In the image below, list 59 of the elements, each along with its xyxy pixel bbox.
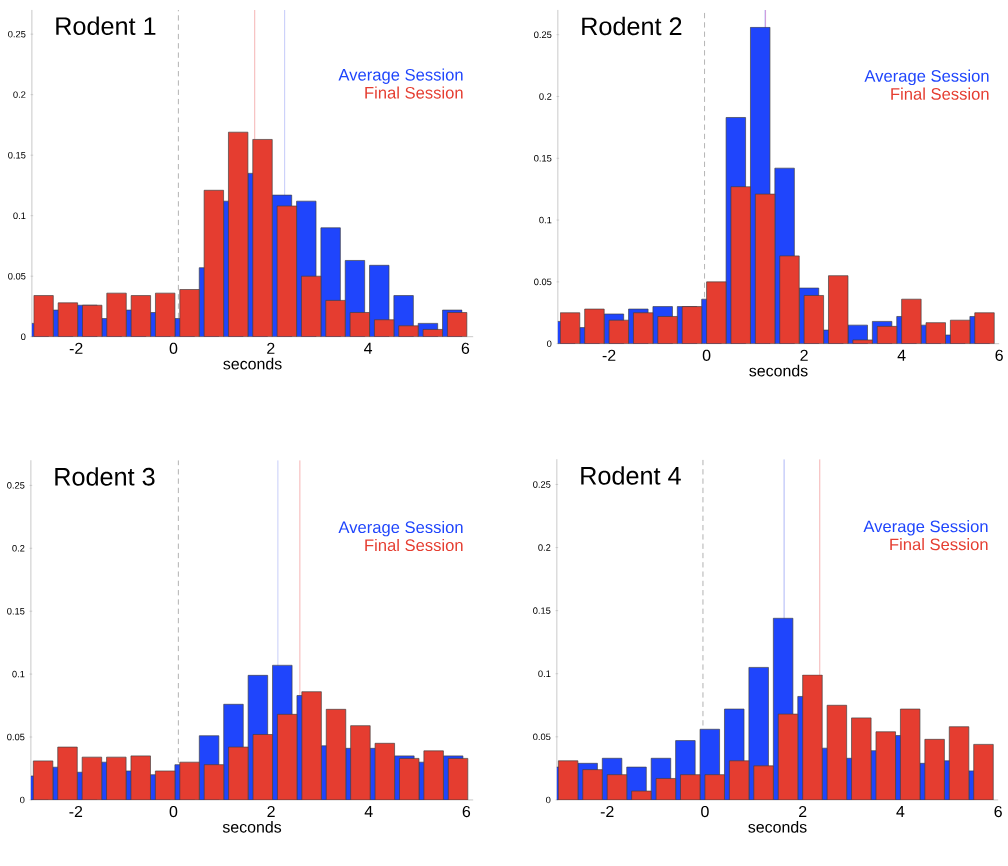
x-tick-label: 4: [364, 342, 373, 354]
x-tick-label: 2: [267, 806, 275, 818]
chart-title: Rodent 1: [56, 16, 156, 36]
x-tick-label: -2: [602, 349, 616, 361]
y-tick-label: 0.1: [539, 216, 552, 224]
chart-title: Rodent 3: [55, 467, 155, 486]
x-tick-label: 6: [461, 342, 470, 355]
y-tick-label: 0.25: [8, 31, 26, 38]
y-tick-label: 0: [546, 796, 551, 804]
text: Final Session: [890, 538, 988, 551]
y-tick-label: 0.2: [13, 91, 26, 99]
y-tick-label: 0.05: [534, 278, 552, 286]
y-tick-label: 0.1: [13, 212, 26, 220]
x-tick-label: 0: [169, 342, 178, 355]
chart-title: Rodent 2: [582, 16, 682, 36]
y-tick-label: 0.25: [533, 481, 551, 488]
x-tick-label: -2: [69, 342, 83, 355]
y-tick-label: 0: [21, 333, 26, 341]
x-tick-label: 6: [994, 806, 1002, 818]
x-tick-label: 6: [995, 349, 1003, 362]
x-tick-label: 4: [897, 349, 906, 361]
y-tick-label: 0: [20, 796, 25, 804]
y-tick-label: 0.2: [539, 93, 552, 100]
x-tick-label: 6: [462, 806, 471, 818]
chart-title: Rodent 4: [581, 466, 681, 485]
x-axis-title: seconds: [223, 357, 282, 370]
text: Average Session: [863, 520, 988, 536]
text: Final Session: [891, 87, 989, 100]
x-tick-label: 4: [364, 806, 373, 818]
y-tick-label: 0.2: [12, 545, 25, 552]
x-tick-label: 4: [896, 806, 905, 818]
y-tick-label: 0.25: [7, 482, 25, 489]
x-axis-title: seconds: [222, 821, 282, 833]
x-tick-label: 0: [701, 806, 709, 818]
y-tick-label: 0.15: [8, 152, 26, 159]
text: Average Session: [338, 521, 463, 537]
x-tick-label: 2: [799, 806, 807, 818]
y-tick-label: 0.1: [12, 670, 25, 678]
text: Final Session: [365, 539, 463, 552]
text: Average Session: [864, 69, 989, 86]
y-tick-label: 0.2: [538, 544, 551, 552]
text: Average Session: [338, 68, 463, 85]
y-tick-label: 0.25: [534, 31, 552, 39]
y-tick-label: 0.1: [538, 670, 551, 678]
x-tick-label: 0: [702, 349, 711, 362]
y-tick-label: 0.15: [534, 155, 552, 162]
x-tick-label: 0: [169, 806, 178, 818]
x-tick-label: 2: [267, 342, 275, 355]
y-tick-label: 0.15: [533, 607, 551, 615]
y-tick-label: 0.15: [7, 608, 25, 615]
text: Final Session: [365, 86, 463, 99]
y-tick-label: 0.05: [7, 733, 25, 741]
y-tick-label: 0.05: [533, 733, 551, 741]
y-tick-label: 0.05: [8, 273, 26, 280]
x-tick-label: -2: [69, 806, 83, 818]
x-tick-label: 2: [800, 349, 808, 361]
x-tick-label: -2: [600, 806, 614, 818]
x-axis-title: seconds: [749, 364, 808, 377]
x-axis-title: seconds: [748, 821, 807, 833]
